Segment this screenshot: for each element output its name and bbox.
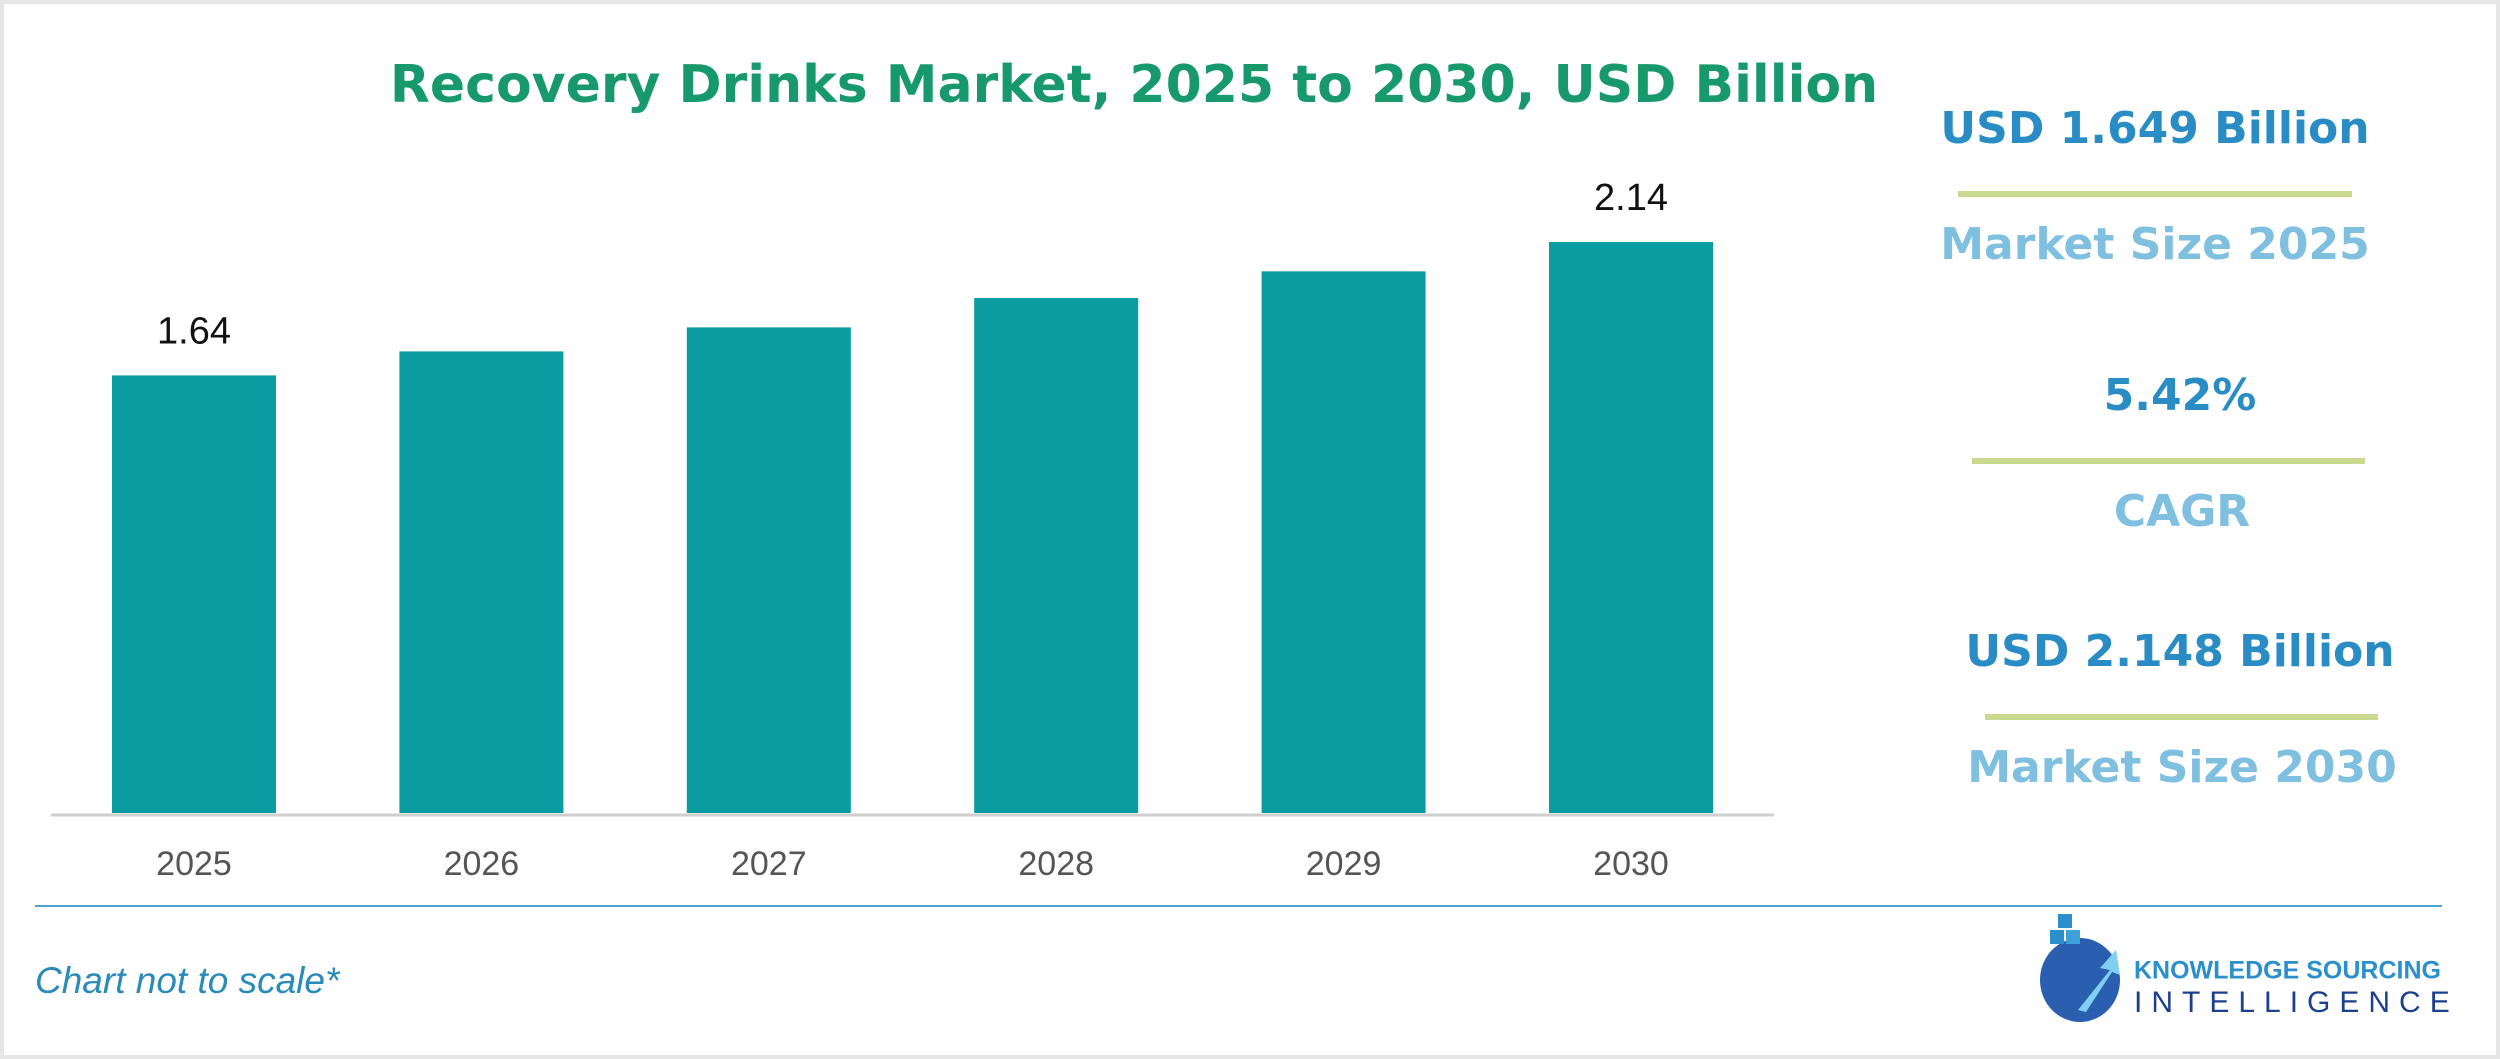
stat-value: USD 2.148 Billion [1965, 626, 2394, 677]
bar [112, 375, 276, 813]
x-tick-label: 2027 [731, 845, 807, 883]
logo-line1: KNOWLEDGE SOURCING [2134, 957, 2441, 985]
x-tick-label: 2030 [1593, 845, 1669, 883]
logo-line2: INTELLIGENCE [2134, 986, 2459, 1019]
chart-title: Recovery Drinks Market, 2025 to 2030, US… [390, 55, 1878, 115]
x-tick-label: 2025 [156, 845, 232, 883]
bar [399, 351, 564, 813]
value-label: 1.64 [157, 310, 231, 352]
logo: KNOWLEDGE SOURCING INTELLIGENCE [2040, 914, 2459, 1022]
x-tick-label: 2028 [1018, 845, 1094, 883]
stat-value: 5.42% [2104, 370, 2257, 421]
x-tick-label: 2026 [444, 845, 520, 883]
logo-icon [2040, 938, 2120, 1022]
x-tick-label: 2029 [1306, 845, 1382, 883]
stat-label: Market Size 2030 [1967, 742, 2396, 793]
logo-block [2050, 930, 2064, 944]
footnote: Chart not to scale* [35, 960, 341, 1001]
value-label: 2.14 [1594, 177, 1668, 219]
logo-block [2058, 914, 2072, 928]
stat-label: Market Size 2025 [1940, 219, 2369, 270]
stat-label: CAGR [2114, 486, 2250, 537]
bar [686, 327, 851, 813]
bar [1549, 242, 1713, 813]
stat-value: USD 1.649 Billion [1940, 103, 2369, 154]
logo-arrow [2078, 950, 2120, 1012]
logo-block [2066, 930, 2080, 944]
bar [974, 298, 1139, 813]
bar [1261, 271, 1426, 813]
